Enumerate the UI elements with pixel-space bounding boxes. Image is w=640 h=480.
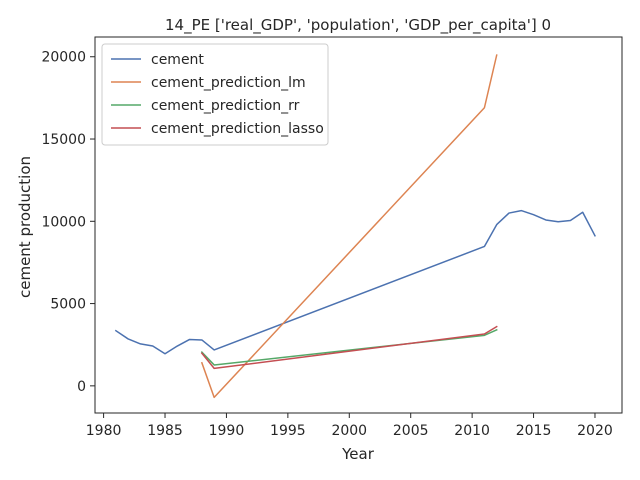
x-tick-label: 1990 (209, 423, 245, 439)
legend-label: cement_prediction_lasso (151, 121, 324, 137)
x-tick-label: 2010 (454, 423, 490, 439)
series-line-cement-prediction-rr (200, 328, 498, 366)
x-axis-label: Year (341, 445, 375, 463)
y-tick-label: 10000 (41, 214, 86, 230)
legend: cement cement_prediction_lm cement_predict… (101, 43, 329, 146)
y-tick-label: 0 (77, 379, 86, 395)
chart-title: 14_PE ['real_GDP', 'population', 'GDP_pe… (165, 16, 551, 35)
legend-box (101, 43, 329, 146)
y-tick-label: 15000 (41, 132, 86, 148)
x-tick-label: 2015 (516, 423, 552, 439)
x-tick-label: 1980 (86, 423, 122, 439)
x-tick-label: 1985 (147, 423, 183, 439)
plot-area-frame (94, 36, 623, 414)
series-line-cement-prediction-lm (200, 54, 498, 399)
legend-label: cement_prediction_lm (151, 75, 306, 91)
series-line-cement (114, 209, 596, 355)
x-tick-label: 2020 (577, 423, 613, 439)
y-tick-label: 5000 (50, 297, 86, 313)
x-axis: 1980 1985 1990 1995 2000 2005 2010 2015 2020 (86, 413, 613, 439)
x-tick-label: 2000 (331, 423, 367, 439)
legend-label: cement_prediction_rr (151, 98, 300, 114)
series-line-cement-prediction-lasso (200, 325, 498, 370)
x-tick-label: 2005 (393, 423, 429, 439)
series-layer (114, 54, 596, 399)
y-tick-label: 20000 (41, 50, 86, 66)
y-axis: 0 5000 10000 15000 20000 (41, 50, 95, 395)
x-tick-label: 1995 (270, 423, 306, 439)
legend-label: cement (151, 52, 204, 68)
y-axis-label: cement production (16, 156, 34, 298)
